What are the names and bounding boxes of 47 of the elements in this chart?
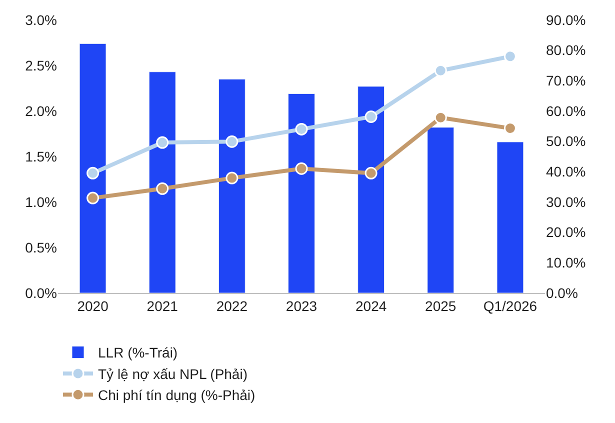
legend-label: Tỷ lệ nợ xấu NPL (Phải) (98, 366, 248, 382)
x-tick-label: 2025 (425, 298, 456, 314)
y2-tick-label: 90.0% (546, 12, 586, 28)
y-tick-label: 2.0% (25, 102, 57, 119)
bar (148, 72, 176, 293)
y2-tick-label: 70.0% (546, 72, 586, 89)
bar (358, 86, 385, 293)
y2-tick-label: 30.0% (546, 194, 586, 210)
y-tick-label: 1.0% (25, 194, 57, 210)
bar (496, 142, 524, 293)
y2-tick-label: 80.0% (546, 42, 586, 58)
legend-label: LLR (%-Trái) (98, 344, 178, 361)
x-tick-label: Q1/2026 (483, 298, 538, 314)
x-tick-label: 2022 (216, 298, 248, 314)
y-tick-label: 0.0% (25, 284, 57, 301)
y2-tick-label: 50.0% (546, 133, 586, 150)
point (156, 136, 169, 149)
point (86, 166, 100, 180)
point (226, 135, 238, 148)
point (156, 182, 169, 195)
bar (288, 93, 315, 293)
y2-tick-label: 60.0% (546, 102, 586, 119)
y-tick-label: 2.5% (25, 57, 57, 74)
y2-tick-label: 20.0% (546, 224, 586, 240)
y-tick-label: 0.5% (25, 239, 57, 256)
point (364, 166, 378, 180)
x-tick-label: 2024 (355, 298, 387, 314)
point (226, 172, 238, 184)
y-tick-label: 1.5% (25, 148, 57, 164)
legend-label: Chi phí tín dụng (%-Phải) (98, 387, 256, 404)
point (295, 122, 308, 136)
point (434, 111, 447, 124)
point (504, 50, 516, 63)
point (434, 64, 447, 77)
y2-tick-label: 40.0% (546, 164, 586, 180)
point (86, 192, 100, 204)
x-tick-label: 2021 (146, 298, 178, 314)
x-tick-label: 2023 (286, 298, 318, 314)
y2-tick-label: 0.0% (546, 284, 578, 301)
y-tick-label: 3.0% (25, 12, 57, 28)
x-tick-label: 2020 (77, 298, 109, 314)
bar (79, 43, 106, 293)
point (364, 110, 378, 124)
bar (218, 78, 246, 293)
bar (427, 127, 454, 293)
y2-tick-label: 10.0% (546, 254, 586, 271)
point (295, 162, 308, 175)
